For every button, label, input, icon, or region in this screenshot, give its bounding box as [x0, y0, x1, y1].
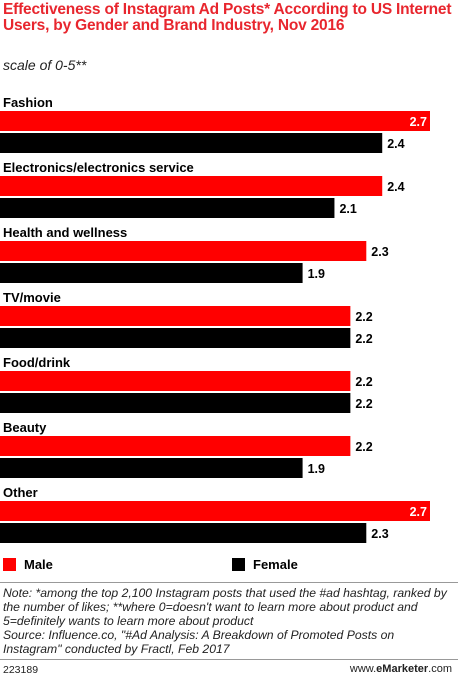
- value-label-female: 1.9: [308, 267, 325, 281]
- bar-female: [0, 523, 367, 543]
- bar-male: [0, 371, 351, 391]
- bar-male: [0, 176, 383, 196]
- notes: Note: *among the top 2,100 Instagram pos…: [3, 586, 455, 656]
- source-text: Source: Influence.co, "#Ad Analysis: A B…: [3, 628, 395, 656]
- bar-male: [0, 111, 430, 131]
- legend-swatch-female: [232, 558, 245, 571]
- legend-item-male: Male: [3, 557, 53, 572]
- legend: Male Female: [0, 557, 458, 577]
- divider: [0, 582, 458, 583]
- legend-label-female: Female: [253, 557, 298, 572]
- bar-female: [0, 198, 335, 218]
- value-label-female: 1.9: [308, 462, 325, 476]
- value-label-male: 2.2: [355, 375, 372, 389]
- value-label-female: 2.1: [339, 202, 356, 216]
- value-label-female: 2.2: [355, 332, 372, 346]
- chart-subtitle: scale of 0-5**: [3, 57, 87, 73]
- divider: [0, 659, 458, 660]
- chart-title: Effectiveness of Instagram Ad Posts* Acc…: [3, 1, 452, 34]
- bar-female: [0, 263, 303, 283]
- value-label-male: 2.2: [355, 310, 372, 324]
- bar-female: [0, 133, 383, 153]
- bar-female: [0, 393, 351, 413]
- bar-male: [0, 306, 351, 326]
- value-label-female: 2.2: [355, 397, 372, 411]
- value-label-male: 2.4: [387, 180, 404, 194]
- note-text: Note: *among the top 2,100 Instagram pos…: [3, 586, 447, 628]
- bar-male: [0, 436, 351, 456]
- category-label: Health and wellness: [3, 225, 127, 240]
- bar-female: [0, 458, 303, 478]
- legend-label-male: Male: [24, 557, 53, 572]
- bar-male: [0, 241, 367, 261]
- value-label-female: 2.4: [387, 137, 404, 151]
- category-label: TV/movie: [3, 290, 61, 305]
- bar-chart: Fashion 2.7 2.4 Electronics/electronics ser…: [0, 95, 430, 543]
- brand-name: eMarketer: [376, 663, 429, 675]
- brand-suffix: .com: [428, 663, 452, 675]
- brand-link[interactable]: www.eMarketer.com: [350, 663, 452, 675]
- value-label-male: 2.7: [410, 115, 427, 129]
- category-label: Electronics/electronics service: [3, 160, 194, 175]
- value-label-male: 2.3: [371, 245, 388, 259]
- category-label: Fashion: [3, 95, 53, 110]
- chart-id: 223189: [3, 664, 39, 676]
- category-label: Beauty: [3, 420, 47, 435]
- bar-female: [0, 328, 351, 348]
- legend-swatch-male: [3, 558, 16, 571]
- bar-male: [0, 501, 430, 521]
- value-label-male: 2.7: [410, 505, 427, 519]
- value-label-female: 2.3: [371, 527, 388, 541]
- category-label: Food/drink: [3, 355, 71, 370]
- brand-prefix: www.: [349, 663, 377, 675]
- value-label-male: 2.2: [355, 440, 372, 454]
- legend-item-female: Female: [232, 557, 298, 572]
- category-label: Other: [3, 485, 38, 500]
